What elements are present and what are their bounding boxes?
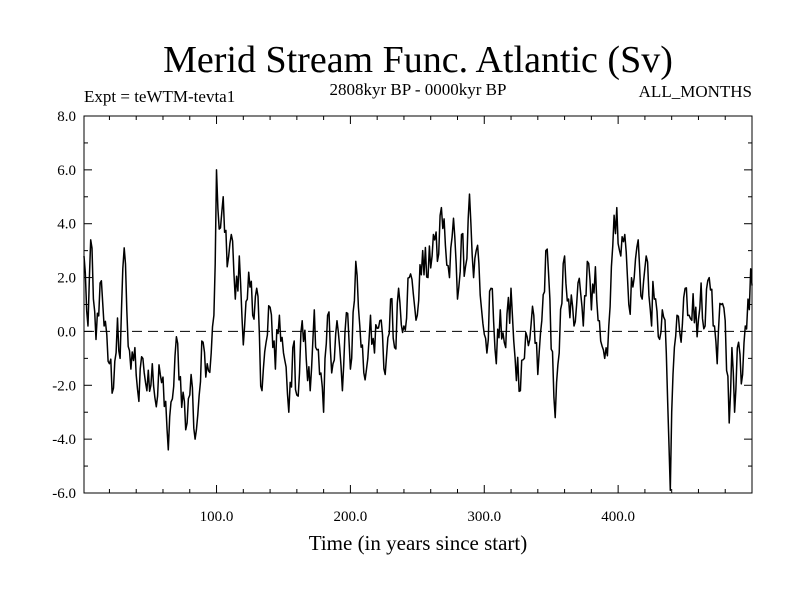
y-tick-label: 6.0 — [57, 163, 76, 179]
x-axis-label: Time (in years since start) — [309, 531, 528, 555]
y-tick-label: -6.0 — [52, 486, 76, 502]
y-tick-label: 2.0 — [57, 271, 76, 287]
x-tick-label: 400.0 — [601, 509, 635, 525]
y-tick-label: 8.0 — [57, 109, 76, 125]
x-tick-label: 300.0 — [467, 509, 501, 525]
y-tick-label: -2.0 — [52, 378, 76, 394]
subtitle-period: 2808kyr BP - 0000kyr BP — [330, 80, 507, 99]
series-line — [83, 169, 753, 492]
y-tick-label: 4.0 — [57, 217, 76, 233]
y-tick-label: -4.0 — [52, 432, 76, 448]
subtitle-experiment: Expt = teWTM-tevta1 — [84, 87, 235, 106]
x-tick-label: 200.0 — [334, 509, 368, 525]
chart-title: Merid Stream Func. Atlantic (Sv) — [163, 39, 673, 81]
x-tick-label: 100.0 — [200, 509, 234, 525]
subtitle-months: ALL_MONTHS — [639, 82, 752, 101]
y-tick-label: 0.0 — [57, 324, 76, 340]
x-axis: 100.0 200.0 300.0 400.0 — [108, 116, 726, 525]
y-axis: -6.0 -4.0 -2.0 0.0 2.0 4.0 6.0 8.0 — [52, 109, 752, 502]
